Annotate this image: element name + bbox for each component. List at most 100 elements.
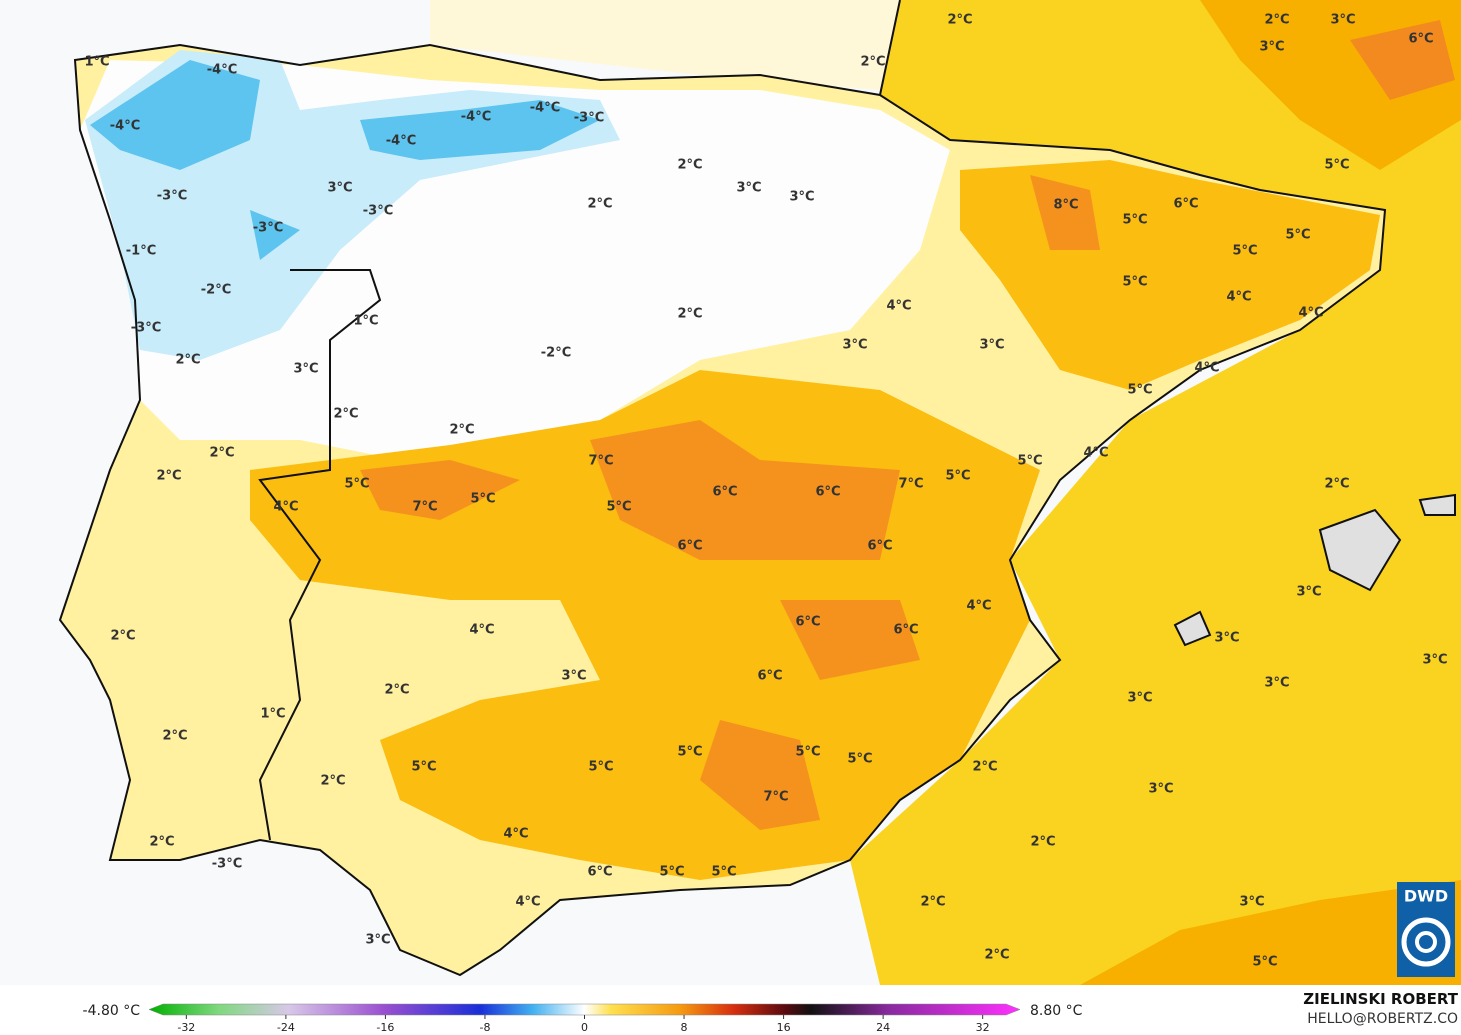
colorbar: -32 -24 -16 -8 0 8 16 24 32 — [148, 1003, 1021, 1034]
temperature-label: 3°C — [789, 190, 814, 205]
temperature-label: 4°C — [1083, 446, 1108, 461]
temperature-label: -3°C — [363, 204, 393, 219]
temperature-label: 6°C — [1408, 32, 1433, 47]
temperature-label: -4°C — [386, 134, 416, 149]
temperature-label: 3°C — [979, 338, 1004, 353]
temperature-label: 2°C — [587, 197, 612, 212]
hot-zone — [360, 175, 1100, 830]
temperature-label: 2°C — [449, 423, 474, 438]
temperature-label: 6°C — [795, 615, 820, 630]
temperature-label: 2°C — [860, 55, 885, 70]
temperature-label: 4°C — [966, 599, 991, 614]
temperature-label: 5°C — [1127, 383, 1152, 398]
temperature-label: 6°C — [757, 669, 782, 684]
temperature-label: -4°C — [461, 110, 491, 125]
temperature-label: 5°C — [847, 752, 872, 767]
colorbar-tick-label: 32 — [976, 1021, 990, 1034]
temperature-label: 3°C — [293, 362, 318, 377]
colorbar-tick-label: 16 — [777, 1021, 791, 1034]
temperature-label: 2°C — [972, 760, 997, 775]
mediterranean — [850, 0, 1461, 985]
temperature-label: 3°C — [842, 338, 867, 353]
temperature-label: 5°C — [411, 760, 436, 775]
temperature-label: 5°C — [1122, 213, 1147, 228]
temperature-label: 2°C — [156, 469, 181, 484]
temperature-label: 4°C — [1298, 306, 1323, 321]
temperature-label: 6°C — [712, 485, 737, 500]
temperature-label: 2°C — [947, 13, 972, 28]
temperature-label: 5°C — [588, 760, 613, 775]
temperature-labels: 1°C -4°C -4°C -4°C -4°C -4°C -3°C 2°C 3°C 3°C 2°C 3… — [84, 13, 1447, 970]
temperature-label: 3°C — [365, 933, 390, 948]
borders — [258, 0, 901, 841]
cold-zone — [90, 60, 600, 260]
temperature-label: 6°C — [867, 539, 892, 554]
temperature-label: 5°C — [659, 865, 684, 880]
colorbar-tick-label: -16 — [376, 1021, 394, 1034]
temperature-label: 2°C — [320, 774, 345, 789]
temperature-label: 1°C — [353, 314, 378, 329]
temperature-label: 2°C — [677, 158, 702, 173]
coastline — [58, 43, 1387, 977]
temperature-label: 3°C — [1239, 895, 1264, 910]
temperature-label: -3°C — [131, 321, 161, 336]
temperature-label: 5°C — [470, 492, 495, 507]
temperature-label: 2°C — [162, 729, 187, 744]
temperature-label: 1°C — [84, 55, 109, 70]
temperature-label: 3°C — [736, 181, 761, 196]
balearic-islands — [1173, 493, 1456, 647]
temperature-label: 2°C — [333, 407, 358, 422]
temperature-label: 5°C — [1232, 244, 1257, 259]
temperature-label: 4°C — [503, 827, 528, 842]
colorbar-tick-label: 24 — [876, 1021, 890, 1034]
temperature-label: -4°C — [110, 119, 140, 134]
temperature-label: 5°C — [1252, 955, 1277, 970]
temperature-label: 5°C — [606, 500, 631, 515]
temperature-label: 2°C — [1324, 477, 1349, 492]
temperature-label: 6°C — [893, 623, 918, 638]
temperature-label: 4°C — [1226, 290, 1251, 305]
colorbar-tick-label: 0 — [581, 1021, 588, 1034]
temperature-label: 5°C — [1285, 228, 1310, 243]
temperature-label: -2°C — [201, 283, 231, 298]
africa — [1080, 880, 1461, 985]
max-label: 8.80 °C — [1030, 1003, 1083, 1019]
colorbar-tick-label: 8 — [681, 1021, 688, 1034]
temperature-label: -2°C — [541, 346, 571, 361]
temperature-label: 2°C — [209, 446, 234, 461]
temperature-label: 3°C — [1330, 13, 1355, 28]
temperature-label: -4°C — [530, 101, 560, 116]
temperature-label: 4°C — [1194, 361, 1219, 376]
colorbar-tick-label: -8 — [479, 1021, 490, 1034]
temperature-label: 5°C — [1324, 158, 1349, 173]
temperature-label: 4°C — [273, 500, 298, 515]
author: ZIELINSKI ROBERT — [1303, 990, 1458, 1008]
temperature-label: 3°C — [1296, 585, 1321, 600]
temperature-label: -3°C — [212, 857, 242, 872]
temperature-label: 2°C — [984, 948, 1009, 963]
logo: DWD — [1397, 882, 1455, 977]
temperature-label: 5°C — [711, 865, 736, 880]
temperature-label: 5°C — [344, 477, 369, 492]
temperature-label: 3°C — [1127, 691, 1152, 706]
temperature-label: 4°C — [886, 299, 911, 314]
temperature-label: 3°C — [1214, 631, 1239, 646]
logo-swirl-inner — [1415, 931, 1437, 953]
temperature-label: 6°C — [815, 485, 840, 500]
temperature-label: 3°C — [1264, 676, 1289, 691]
map-area — [58, 0, 1461, 985]
temperature-label: 7°C — [898, 477, 923, 492]
temperature-label: 3°C — [1148, 782, 1173, 797]
min-label: -4.80 °C — [83, 1003, 141, 1019]
temperature-label: 2°C — [175, 353, 200, 368]
temperature-label: 7°C — [412, 500, 437, 515]
temperature-label: -3°C — [253, 221, 283, 236]
temperature-label: 2°C — [1030, 835, 1055, 850]
temperature-label: 3°C — [327, 181, 352, 196]
temperature-label: 5°C — [677, 745, 702, 760]
temperature-label: -1°C — [126, 244, 156, 259]
temperature-label: 5°C — [1122, 275, 1147, 290]
email: HELLO@ROBERTZ.CO — [1307, 1011, 1458, 1027]
temperature-label: 6°C — [587, 865, 612, 880]
